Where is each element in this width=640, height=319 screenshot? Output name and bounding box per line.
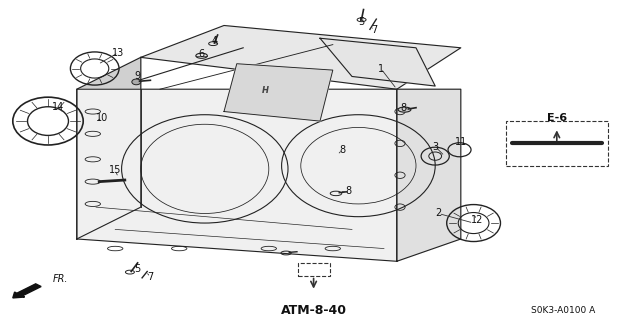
Text: 11: 11 — [454, 137, 467, 147]
Text: 2: 2 — [435, 209, 442, 219]
Ellipse shape — [398, 107, 411, 112]
Text: 1: 1 — [378, 63, 384, 73]
Text: 7: 7 — [147, 272, 154, 282]
Text: 12: 12 — [470, 215, 483, 225]
Text: H: H — [262, 86, 269, 95]
Text: 6: 6 — [198, 49, 205, 59]
Polygon shape — [224, 64, 333, 121]
Text: ATM-8-40: ATM-8-40 — [280, 304, 347, 317]
Text: 3: 3 — [432, 142, 438, 152]
Polygon shape — [77, 57, 141, 239]
Text: 14: 14 — [51, 102, 64, 112]
FancyArrow shape — [13, 284, 41, 298]
Text: 4: 4 — [211, 36, 218, 47]
Text: FR.: FR. — [52, 274, 68, 285]
Polygon shape — [77, 89, 397, 261]
Polygon shape — [397, 89, 461, 261]
Text: S0K3-A0100 A: S0K3-A0100 A — [531, 306, 595, 315]
Text: E-6: E-6 — [547, 113, 567, 123]
Polygon shape — [141, 26, 461, 89]
Text: 9: 9 — [134, 71, 141, 81]
Text: 8: 8 — [400, 103, 406, 113]
Polygon shape — [320, 38, 435, 86]
Text: 8: 8 — [346, 186, 352, 196]
Text: 8: 8 — [339, 145, 346, 155]
Text: 13: 13 — [112, 48, 125, 57]
Text: 10: 10 — [96, 113, 109, 123]
Text: 5: 5 — [134, 264, 141, 274]
Text: 15: 15 — [109, 166, 122, 175]
Text: 5: 5 — [358, 17, 365, 27]
Text: 7: 7 — [371, 25, 378, 35]
Bar — [298, 263, 330, 276]
Ellipse shape — [132, 79, 141, 85]
